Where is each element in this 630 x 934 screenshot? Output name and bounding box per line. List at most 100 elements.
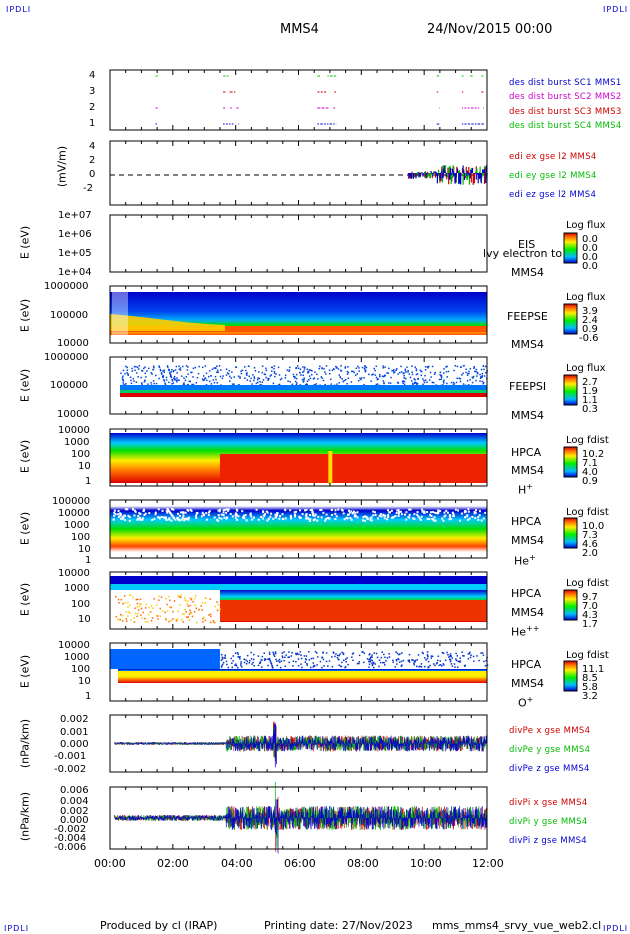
hpca-he-gap-speckle xyxy=(430,514,433,517)
hpca-hepp-speckle xyxy=(165,619,168,621)
divpi-ytick: 0.000 xyxy=(60,815,89,826)
hpca-o-speckle xyxy=(299,651,302,653)
hpca-h-species-charge: + xyxy=(526,482,533,491)
hpca-h-ytick: 100 xyxy=(71,449,91,460)
hpca-hepp-speckle xyxy=(150,605,153,607)
hpca-o-speckle xyxy=(257,655,260,657)
hpca-he-gap-speckle xyxy=(242,516,245,519)
footer-produced: Produced by cl (IRAP) xyxy=(100,919,218,932)
feepsi-speckle xyxy=(423,379,425,382)
feepsi-speckle xyxy=(182,383,185,385)
feepsi-speckle xyxy=(183,377,185,380)
hpca-o-speckle xyxy=(261,655,264,658)
eis-colorbar-title: Log flux xyxy=(566,220,606,231)
hpca-o-speckle xyxy=(430,655,433,657)
hpca-hepp-speckle xyxy=(117,598,120,601)
feepsi-speckle xyxy=(364,365,367,368)
hpca-o-speckle xyxy=(276,660,278,662)
hpca-he-gap-speckle xyxy=(397,514,400,517)
feepsi-speckle xyxy=(187,373,189,375)
feepsi-speckle xyxy=(452,381,455,384)
hpca-he-gap-speckle xyxy=(218,516,221,519)
feepsi-speckle xyxy=(170,371,172,373)
hpca-he-gap-speckle xyxy=(366,517,369,520)
hpca-o-speckle xyxy=(258,662,261,664)
feepsi-speckle xyxy=(275,373,277,375)
hpca-hepp-speckle xyxy=(201,602,204,604)
hpca-o-speckle xyxy=(296,653,298,655)
feepsi-speckle xyxy=(374,369,376,372)
hpca-hepp-speckle xyxy=(158,595,160,598)
feepsi-speckle xyxy=(238,384,240,386)
feepsi-speckle xyxy=(356,373,359,375)
feepsi-speckle xyxy=(471,381,474,384)
hpca-he-gap-speckle xyxy=(464,509,467,512)
hpca-hepp-speckle xyxy=(145,603,148,606)
hpca-o-speckle xyxy=(429,664,431,667)
feepsi-speckle xyxy=(299,368,302,370)
feepsi-speckle xyxy=(363,367,366,370)
hpca-he-gap-speckle xyxy=(471,515,474,518)
feepsi-speckle xyxy=(235,366,238,368)
feepsi-speckle xyxy=(169,374,172,376)
divpi-ytick: 0.006 xyxy=(60,785,89,796)
hpca-o-speckle xyxy=(267,664,269,667)
hpca-he-gap-speckle xyxy=(312,514,315,517)
hpca-hepp-speckle xyxy=(194,604,196,606)
feepsi-speckle xyxy=(358,367,360,369)
corner-label-bottom-right: IPDLI xyxy=(603,924,629,933)
hpca-o-speckle xyxy=(259,661,262,663)
hpca-o-speckle xyxy=(462,655,464,657)
feepsi-speckle xyxy=(233,383,235,385)
hpca-hepp-speckle xyxy=(155,604,158,606)
hpca-he-gap-speckle xyxy=(468,517,471,520)
hpca-he-gap-speckle xyxy=(353,515,356,518)
hpca-h-ytick: 10000 xyxy=(58,425,90,436)
hpca-o-speckle xyxy=(444,659,447,662)
burst-legend-sc2: des dist burst SC2 MMS2 xyxy=(509,92,622,102)
divpi-ytick: 0.004 xyxy=(60,796,89,807)
hpca-he-gap-speckle xyxy=(128,519,131,522)
feepsi-speckle xyxy=(210,383,213,385)
feepsi-speckle xyxy=(346,382,348,385)
feepsi-speckle xyxy=(174,369,177,371)
hpca-o-speckle xyxy=(345,658,347,660)
hpca-he-gap-speckle xyxy=(478,514,481,517)
hpca-hepp-speckle xyxy=(177,610,179,612)
feepsi-speckle xyxy=(297,367,300,369)
hpca-hepp-colorbar-value: 4.3 xyxy=(582,610,598,621)
hpca-hepp-speckle xyxy=(219,608,221,610)
hpca-hepp-speckle xyxy=(188,619,191,621)
feepsi-speckle xyxy=(372,373,374,375)
feepsi-speckle xyxy=(370,380,372,382)
hpca-h-ytick: 10 xyxy=(78,461,91,472)
feepsi-speckle xyxy=(424,368,427,371)
feepsi-speckle xyxy=(140,376,142,379)
feepsi-speckle xyxy=(177,379,179,381)
hpca-he-gap-speckle xyxy=(153,517,156,520)
feepsi-speckle xyxy=(442,380,445,383)
feepsi-speckle xyxy=(152,368,154,371)
hpca-hepp-speckle xyxy=(128,611,130,613)
hpca-hepp-speckle xyxy=(189,597,192,600)
hpca-hepp-colorbar-value: 9.7 xyxy=(582,592,598,603)
hpca-he-gap-speckle xyxy=(399,510,402,513)
corner-label-top-left: IPDLI xyxy=(6,5,32,14)
hpca-o-speckle xyxy=(426,654,429,656)
hpca-he-gap-speckle xyxy=(452,513,455,516)
hpca-o-speckle xyxy=(412,659,414,661)
feepse-ylabel: E (eV) xyxy=(18,298,32,333)
hpca-o-speckle xyxy=(234,664,236,667)
feepsi-speckle xyxy=(195,382,198,384)
hpca-hepp-speckle xyxy=(165,597,167,600)
hpca-he-ylabel: E (eV) xyxy=(18,511,32,546)
hpca-hepp-speckle xyxy=(149,611,152,613)
eis-ytick: 1e+05 xyxy=(58,248,92,259)
edi-ylabel: (mV/m) xyxy=(55,145,69,188)
feepsi-speckle xyxy=(253,379,255,382)
hpca-hepp-speckle xyxy=(134,612,137,615)
hpca-he-gap-speckle xyxy=(122,516,125,519)
hpca-hepp-species-text: He xyxy=(511,625,527,639)
hpca-o-speckle xyxy=(220,653,223,656)
hpca-o-speckle xyxy=(304,658,307,660)
